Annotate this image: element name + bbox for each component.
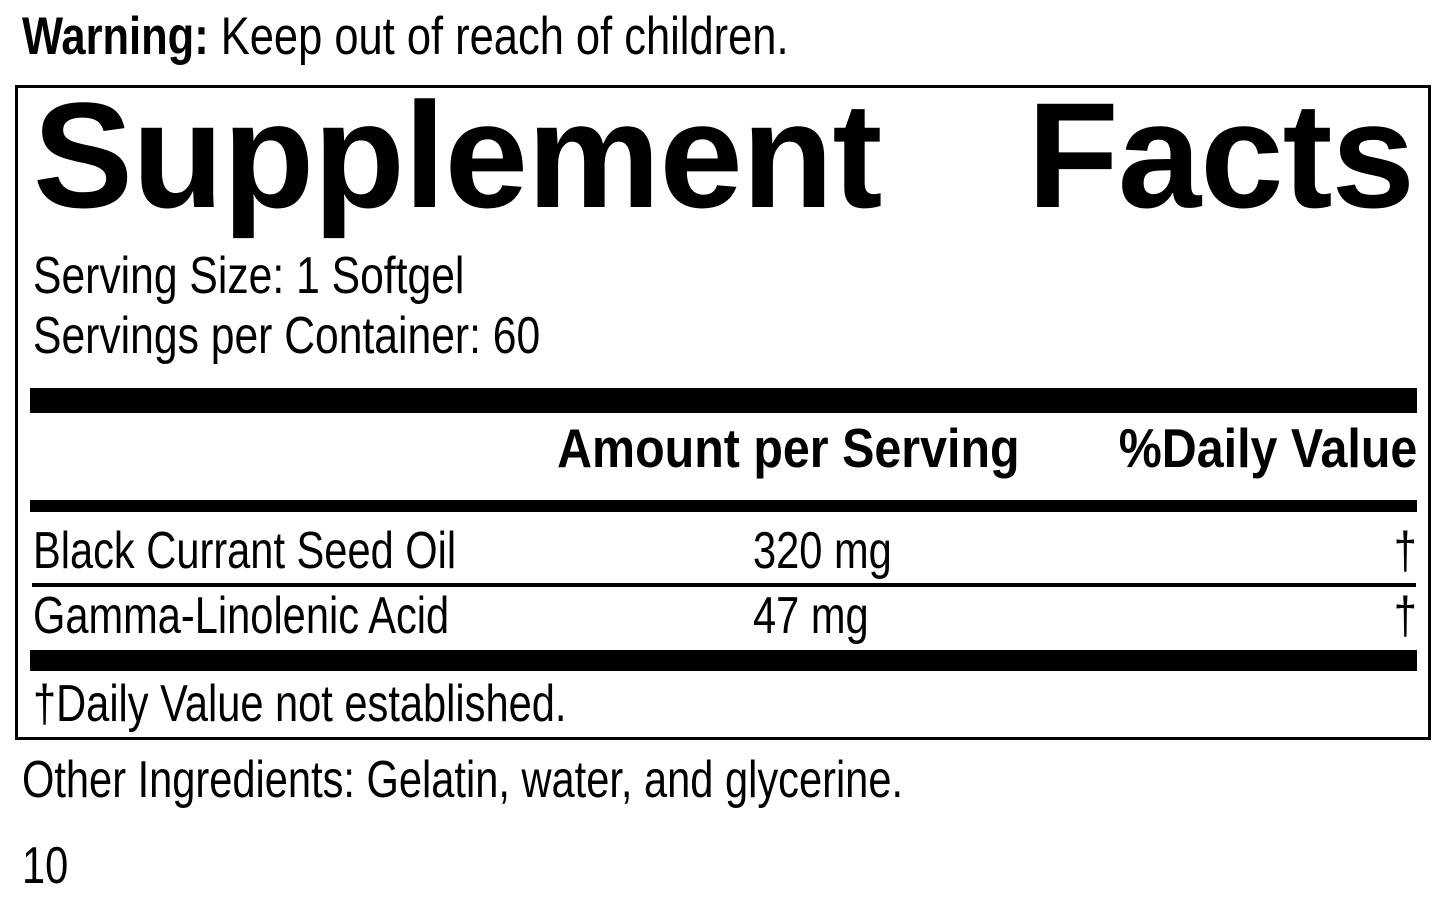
panel-title: Supplement Facts [33, 71, 1415, 239]
separator-bar-medium [30, 500, 1417, 512]
column-header-amount-text: Amount per Serving [557, 417, 1020, 479]
nutrient-row-1-amount: 320 mg [753, 525, 926, 577]
separator-bar-thick-top [30, 388, 1417, 413]
page-number-text: 10 [22, 837, 69, 895]
page-number: 10 [22, 840, 80, 892]
nutrient-name-text: Gamma-Linolenic Acid [33, 587, 450, 645]
other-ingredients-line: Other Ingredients: Gelatin, water, and g… [22, 754, 1123, 806]
servings-per-container-text: Servings per Container: 60 [33, 307, 541, 365]
column-header-daily-value-text: %Daily Value [1118, 417, 1417, 479]
serving-size-line: Serving Size: 1 Softgel [33, 250, 559, 302]
nutrient-amount-text: 320 mg [753, 522, 892, 580]
supplement-facts-panel: Supplement Facts Serving Size: 1 Softgel… [15, 71, 1431, 740]
servings-per-container-line: Servings per Container: 60 [33, 310, 652, 362]
nutrient-amount-text: 47 mg [753, 587, 869, 645]
warning-body: Keep out of reach of children. [208, 7, 789, 66]
nutrient-row-2-daily-value: † [1388, 590, 1417, 642]
other-ingredients-text: Other Ingredients: Gelatin, water, and g… [22, 751, 904, 809]
nutrient-row-1-name: Black Currant Seed Oil [33, 525, 562, 577]
column-header-amount: Amount per Serving [494, 421, 1020, 476]
separator-rule-thin [32, 583, 1416, 587]
warning-line: Warning: Keep out of reach of children. [22, 10, 957, 63]
panel-title-word-1: Supplement [33, 71, 882, 239]
dagger-symbol: † [1393, 587, 1417, 645]
nutrient-row-2-name: Gamma-Linolenic Acid [33, 590, 553, 642]
serving-size-text: Serving Size: 1 Softgel [33, 247, 465, 305]
nutrient-row-2-amount: 47 mg [753, 590, 898, 642]
column-header-daily-value: %Daily Value [1078, 421, 1417, 476]
warning-text: Warning: Keep out of reach of children. [22, 10, 789, 63]
daily-value-footnote: †Daily Value not established. [33, 678, 700, 730]
daily-value-footnote-text: †Daily Value not established. [33, 675, 567, 733]
separator-bar-thick-bottom [30, 650, 1417, 671]
nutrient-row-1-daily-value: † [1388, 525, 1417, 577]
panel-title-word-2: Facts [1027, 71, 1415, 239]
dagger-symbol: † [1393, 522, 1417, 580]
nutrient-name-text: Black Currant Seed Oil [33, 522, 457, 580]
warning-prefix: Warning: [22, 7, 209, 66]
